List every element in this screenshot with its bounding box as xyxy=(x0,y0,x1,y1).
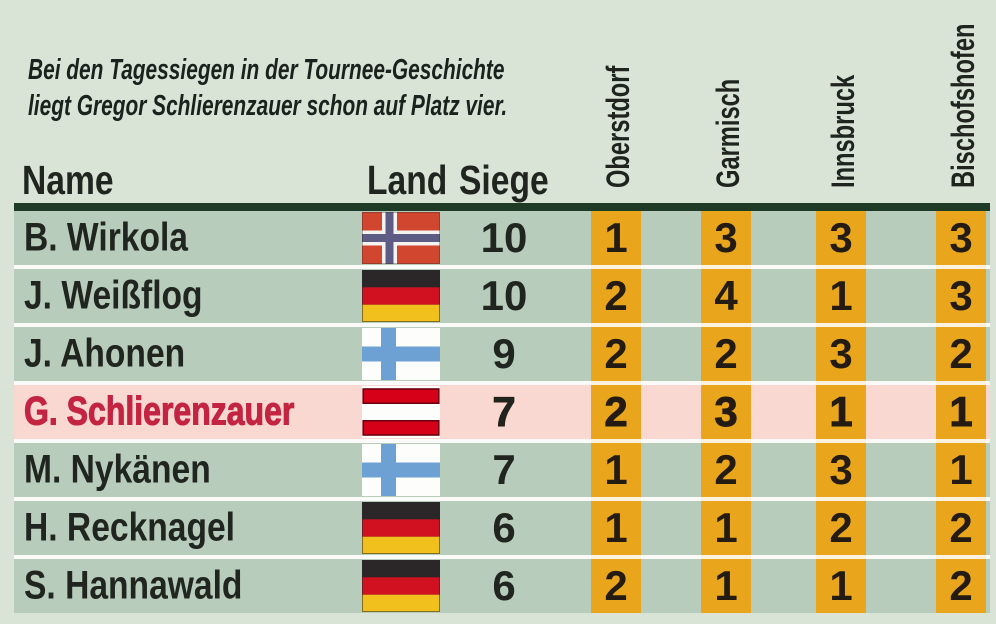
player-name: G. Schlierenzauer xyxy=(24,389,295,434)
flag-norway-icon xyxy=(362,212,440,264)
venue-wins-oberstdorf: 1 xyxy=(604,446,628,493)
total-wins: 10 xyxy=(480,214,528,261)
intro-text: Bei den Tagessiegen in der Tournee-Gesch… xyxy=(28,52,507,124)
row-separator xyxy=(14,497,990,501)
venue-column-band-bischofshofen xyxy=(936,211,986,613)
flag-finland-icon xyxy=(362,328,440,380)
player-name: S. Hannawald xyxy=(24,563,243,608)
venue-wins-bischofshofen: 2 xyxy=(949,562,973,609)
flag-germany-icon xyxy=(362,560,440,612)
venue-wins-innsbruck: 1 xyxy=(829,388,853,436)
venue-wins-garmisch: 2 xyxy=(714,446,738,493)
venue-wins-innsbruck: 3 xyxy=(829,330,853,377)
column-header-siege: Siege xyxy=(459,157,549,203)
table-row: J. Weißflog 10 2 4 1 3 xyxy=(14,269,990,323)
venue-wins-garmisch: 2 xyxy=(714,330,738,377)
venue-wins-garmisch: 1 xyxy=(714,562,738,609)
venue-wins-garmisch: 3 xyxy=(714,388,738,436)
row-separator xyxy=(14,381,990,385)
venue-wins-innsbruck: 1 xyxy=(829,562,853,609)
intro-line-2: liegt Gregor Schlierenzauer schon auf Pl… xyxy=(28,90,508,122)
venue-wins-oberstdorf: 1 xyxy=(604,214,628,261)
venue-wins-innsbruck: 3 xyxy=(829,446,853,493)
column-header-name: Name xyxy=(22,157,114,203)
venue-wins-garmisch: 4 xyxy=(714,272,738,319)
venue-wins-bischofshofen: 1 xyxy=(949,388,973,436)
venue-header-bischofshofen: Bischofshofen xyxy=(945,23,981,189)
venue-wins-bischofshofen: 3 xyxy=(949,272,973,319)
venue-wins-garmisch: 1 xyxy=(714,504,738,551)
table-row: S. Hannawald 6 2 1 1 2 xyxy=(14,559,990,613)
player-name: B. Wirkola xyxy=(24,215,188,260)
venue-wins-innsbruck: 2 xyxy=(829,504,853,551)
venue-wins-oberstdorf: 2 xyxy=(604,272,628,319)
header-divider xyxy=(14,203,990,211)
venue-wins-bischofshofen: 3 xyxy=(949,214,973,261)
venue-header-garmisch: Garmisch xyxy=(710,78,746,188)
venue-column-band-innsbruck xyxy=(816,211,866,613)
intro-line-1: Bei den Tagessiegen in der Tournee-Gesch… xyxy=(28,54,505,86)
venue-column-band-oberstdorf xyxy=(591,211,641,613)
table-row: J. Ahonen 9 2 2 3 2 xyxy=(14,327,990,381)
table-row: B. Wirkola 10 1 3 3 3 xyxy=(14,211,990,265)
player-name: J. Weißflog xyxy=(24,273,203,318)
flag-germany-icon xyxy=(362,270,440,322)
total-wins: 6 xyxy=(492,504,516,551)
venue-column-band-garmisch xyxy=(701,211,751,613)
table-row: H. Recknagel 6 1 1 2 2 xyxy=(14,501,990,555)
column-header-land: Land xyxy=(367,157,448,203)
player-name: M. Nykänen xyxy=(24,447,211,492)
player-name: H. Recknagel xyxy=(24,505,236,550)
flag-finland-icon xyxy=(362,444,440,496)
table-row: G. Schlierenzauer 7 2 3 1 1 xyxy=(14,385,990,439)
venue-wins-oberstdorf: 2 xyxy=(604,330,628,377)
venue-wins-innsbruck: 3 xyxy=(829,214,853,261)
venue-wins-bischofshofen: 2 xyxy=(949,504,973,551)
venue-wins-oberstdorf: 2 xyxy=(604,562,628,609)
venue-wins-garmisch: 3 xyxy=(714,214,738,261)
venue-wins-oberstdorf: 1 xyxy=(604,504,628,551)
venue-header-oberstdorf: Oberstdorf xyxy=(600,65,636,188)
venue-header-innsbruck: Innsbruck xyxy=(825,74,861,188)
row-separator xyxy=(14,265,990,269)
total-wins: 9 xyxy=(492,330,516,377)
total-wins: 6 xyxy=(492,562,516,609)
venue-wins-bischofshofen: 2 xyxy=(949,330,973,377)
flag-austria-icon xyxy=(362,386,440,438)
total-wins: 7 xyxy=(492,446,516,493)
row-separator xyxy=(14,323,990,327)
table-row: M. Nykänen 7 1 2 3 1 xyxy=(14,443,990,497)
total-wins: 7 xyxy=(492,388,516,436)
venue-wins-oberstdorf: 2 xyxy=(604,388,628,436)
player-name: J. Ahonen xyxy=(24,331,186,376)
venue-wins-bischofshofen: 1 xyxy=(949,446,973,493)
row-separator xyxy=(14,439,990,443)
flag-germany-icon xyxy=(362,502,440,554)
total-wins: 10 xyxy=(480,272,528,319)
results-table: B. Wirkola 10 1 3 3 3 J. Weißflog 10 2 4 1 3 J. Ahon… xyxy=(14,211,990,613)
venue-wins-innsbruck: 1 xyxy=(829,272,853,319)
row-separator xyxy=(14,555,990,559)
